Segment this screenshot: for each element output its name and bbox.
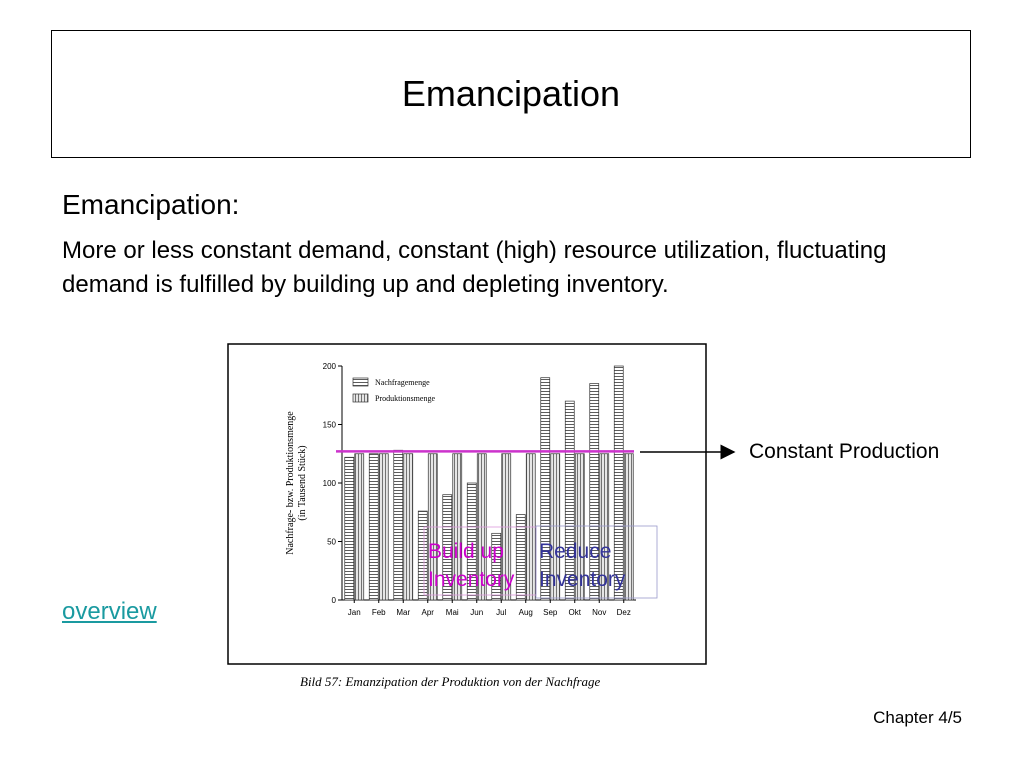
title-box: Emancipation	[51, 30, 971, 158]
bar-nachfragemenge	[442, 494, 453, 601]
chart-plot: 0 50 100 150 200 Nachfrage- bzw. Produktionsm…	[285, 362, 658, 617]
bar-nachfragemenge	[613, 365, 624, 601]
figure-caption: Bild 57: Emanzipation der Produktion von…	[300, 674, 601, 689]
x-tick-label: Apr	[422, 608, 435, 617]
reduce-inventory-box	[535, 525, 658, 599]
bar-nachfragemenge	[417, 510, 428, 601]
x-tick-label: Aug	[519, 608, 533, 617]
bar-nachfragemenge	[368, 453, 379, 601]
bar-nachfragemenge	[491, 532, 502, 601]
bar-nachfragemenge	[344, 456, 355, 601]
bar-produktionsmenge	[354, 453, 365, 601]
x-tick-label: Sep	[543, 608, 558, 617]
legend-swatch	[352, 393, 369, 403]
y-tick-label: 200	[323, 362, 337, 371]
reduce-inventory-label: Reduce Inventory	[539, 538, 625, 594]
bar-nachfragemenge	[564, 400, 575, 601]
legend-swatch	[352, 377, 369, 387]
y-tick-label: 50	[327, 538, 336, 547]
bar-nachfragemenge	[589, 383, 600, 601]
bar-nachfragemenge	[393, 449, 404, 601]
bar-nachfragemenge	[540, 377, 551, 601]
reduce-line1: Reduce	[539, 540, 612, 563]
x-tick-label: Dez	[617, 608, 631, 617]
x-tick-label: Nov	[592, 608, 606, 617]
x-tick-label: Jul	[496, 608, 506, 617]
bar-produktionsmenge	[378, 453, 389, 601]
constant-production-label: Constant Production	[749, 440, 940, 463]
bar-nachfragemenge	[466, 482, 477, 601]
slide-title: Emancipation	[401, 73, 621, 114]
bar-produktionsmenge	[403, 453, 414, 601]
page-footer: Chapter 4/5	[873, 708, 962, 727]
y-tick-label: 100	[323, 479, 337, 488]
bar-produktionsmenge	[574, 453, 585, 601]
build-up-inventory-label: Build up Inventory	[428, 538, 514, 594]
bar-produktionsmenge	[599, 453, 610, 601]
bar-produktionsmenge	[550, 453, 561, 601]
section-heading: Emancipation:	[62, 189, 240, 220]
bar-produktionsmenge	[623, 453, 634, 601]
x-tick-label: Mar	[396, 608, 410, 617]
x-tick-label: Okt	[569, 608, 582, 617]
x-tick-label: Jun	[470, 608, 483, 617]
build-up-line1: Build up	[428, 540, 504, 563]
y-tick-label: 150	[323, 421, 337, 430]
y-axis-label-unit: (in Tausend Stück)	[297, 445, 308, 520]
y-axis-label: Nachfrage- bzw. Produktionsmenge	[285, 411, 296, 555]
x-tick-label: Feb	[372, 608, 386, 617]
reduce-line2: Inventory	[539, 568, 626, 591]
build-up-line2: Inventory	[428, 568, 515, 591]
legend-label: Produktionsmenge	[375, 394, 435, 403]
body-text: More or less constant demand, constant (…	[62, 237, 887, 298]
bar-nachfragemenge	[515, 514, 526, 601]
x-tick-label: Jan	[348, 608, 361, 617]
y-tick-label: 0	[332, 596, 337, 605]
overview-link[interactable]: overview	[62, 598, 157, 625]
x-tick-label: Mai	[446, 608, 459, 617]
legend-label: Nachfragemenge	[375, 378, 430, 387]
